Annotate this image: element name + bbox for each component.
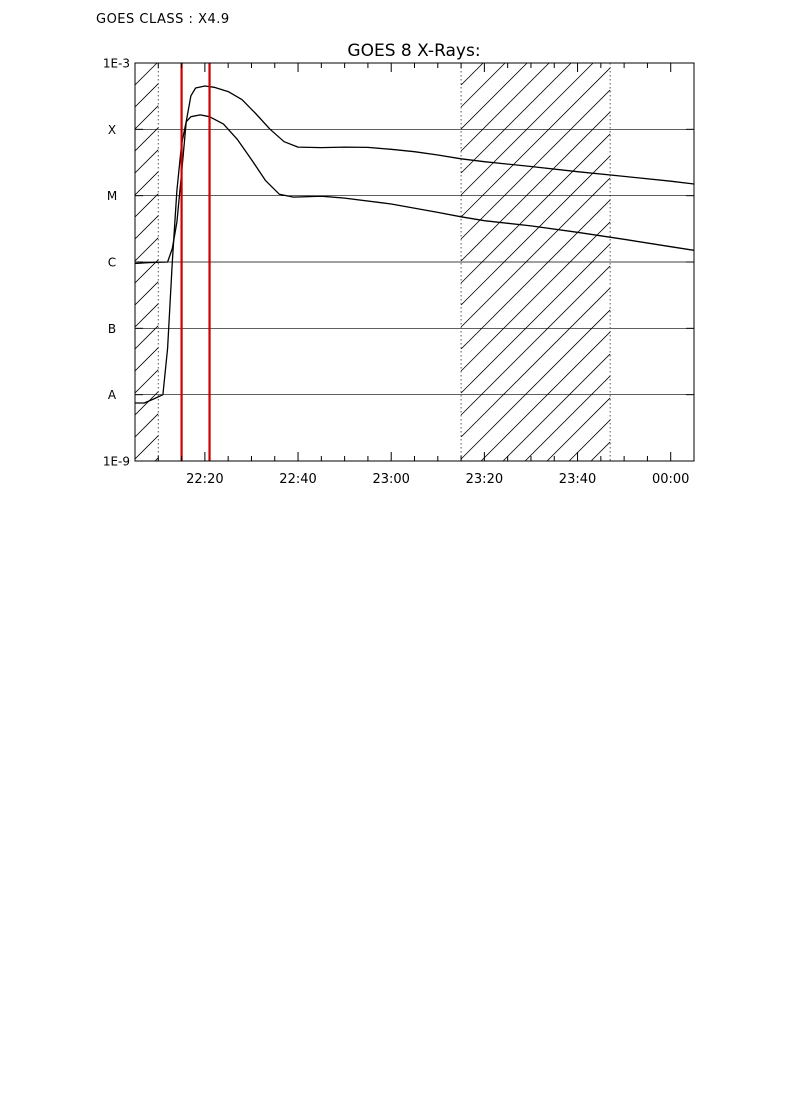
hatch-line	[135, 369, 159, 394]
hatch-line	[135, 193, 159, 218]
y-tick-label: M	[107, 189, 117, 203]
hatch-line	[460, 243, 611, 394]
hatch-line	[135, 237, 159, 262]
hatch-line	[524, 375, 611, 461]
hatch-line	[135, 171, 159, 196]
y-tick-label: A	[108, 388, 117, 402]
hatch-line	[135, 259, 159, 284]
hatch-line	[154, 457, 159, 461]
hatch-line	[135, 325, 159, 350]
hatch-line	[460, 63, 550, 152]
vertical-markers	[180, 63, 211, 461]
x-tick-label: 23:40	[559, 472, 596, 487]
x-tick-label: 22:40	[279, 472, 316, 487]
y-tick-label: C	[108, 256, 116, 270]
hatch-line	[568, 419, 611, 461]
hatch-line	[135, 149, 159, 174]
x-tick-label: 23:20	[466, 472, 503, 487]
hatch-line	[135, 391, 159, 416]
y-tick-label: X	[108, 123, 116, 137]
hatch-line	[460, 63, 506, 108]
hatch-line	[460, 199, 611, 350]
goes-class-label: GOES CLASS : X4.9	[96, 12, 230, 27]
hatch-line	[460, 287, 611, 438]
x-tick-label: 23:00	[372, 472, 409, 487]
hatch-line	[135, 435, 159, 460]
hatch-line	[460, 63, 528, 130]
hatch-line	[460, 177, 611, 328]
hatch-line	[135, 303, 159, 328]
x-tick-label: 00:00	[652, 472, 689, 487]
hatch-line	[460, 309, 611, 460]
hatch-line	[460, 63, 572, 174]
hatch-line	[135, 127, 159, 152]
chart-title: GOES 8 X-Rays:	[347, 41, 480, 61]
hatch-line	[135, 83, 159, 108]
hatch-line	[460, 63, 484, 86]
hatch-line	[546, 397, 611, 461]
hatched-region	[135, 63, 159, 461]
hatch-line	[135, 215, 159, 240]
hatch-line	[135, 105, 159, 130]
hatch-line	[460, 111, 611, 262]
hatch-line	[460, 221, 611, 372]
hatch-line	[135, 63, 158, 86]
hatch-line	[460, 265, 611, 416]
hatch-line	[460, 155, 611, 306]
axis-ticks	[134, 62, 695, 462]
y-tick-label: 1E-3	[103, 57, 130, 71]
hatch-line	[460, 133, 611, 284]
goes-xray-chart: GOES 8 X-Rays: 1E-3 X M C B A 1E-9 22:20 22:40 23…	[103, 41, 695, 488]
hatched-regions	[135, 63, 611, 461]
hatch-line	[480, 331, 611, 461]
y-tick-label: 1E-9	[103, 455, 130, 469]
hatch-line	[502, 353, 611, 461]
horizontal-gridlines	[135, 128, 694, 396]
hatch-line	[590, 441, 611, 461]
hatch-line	[135, 281, 159, 306]
y-tick-label: B	[108, 322, 116, 336]
axis-tick-labels: 1E-3 X M C B A 1E-9 22:20 22:40 23:00 23:20 23:40 00…	[103, 57, 690, 488]
hatch-line	[135, 413, 159, 438]
series-line-2	[135, 114, 694, 404]
hatch-line	[460, 89, 611, 240]
hatch-line	[135, 347, 159, 372]
x-tick-label: 22:20	[186, 472, 223, 487]
hatch-line	[460, 67, 611, 218]
